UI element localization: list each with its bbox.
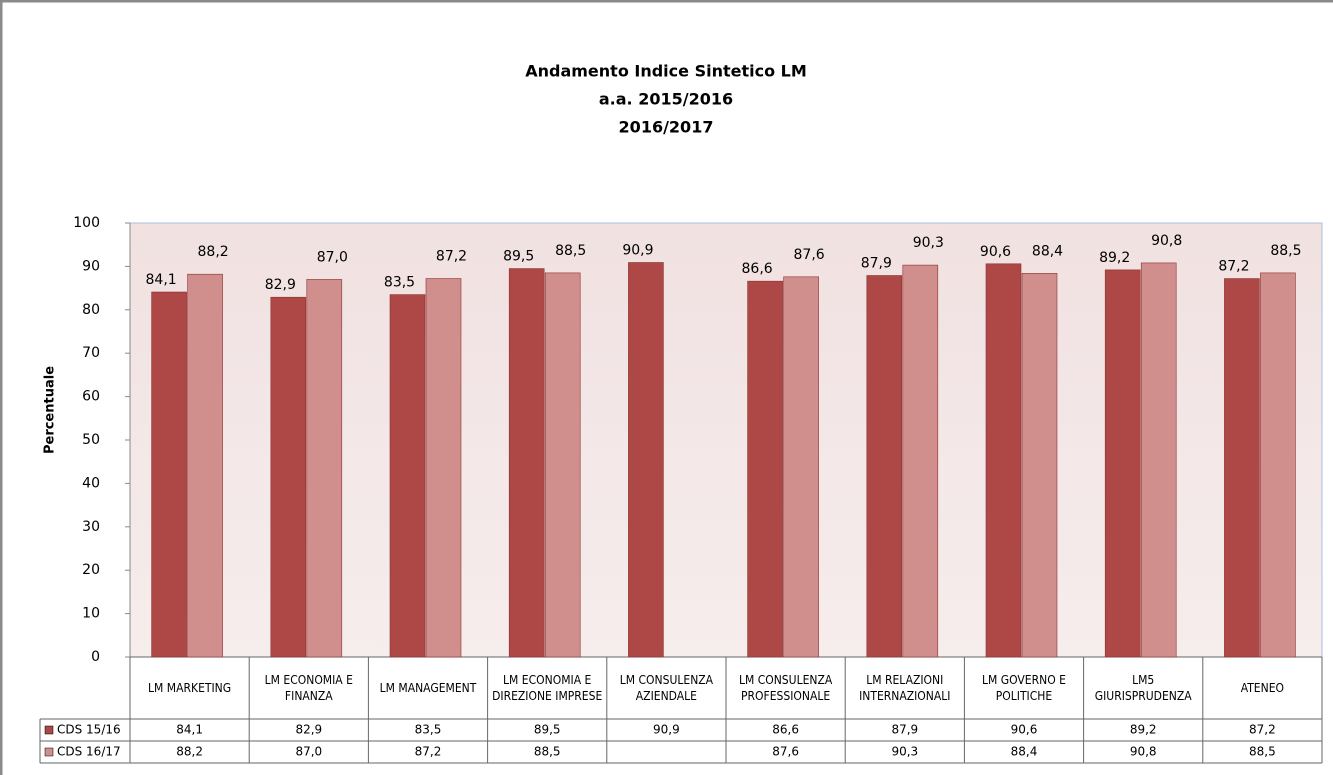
chart-title: Andamento Indice Sintetico LM bbox=[525, 62, 807, 81]
x-tick-label: LM5 GIURISPRUDENZA bbox=[1094, 673, 1192, 703]
bar bbox=[628, 262, 664, 658]
table-value: 83,5 bbox=[415, 723, 442, 737]
data-label: 82,9 bbox=[265, 277, 296, 293]
y-tick-label: 40 bbox=[82, 475, 100, 491]
table-value: 89,2 bbox=[1130, 723, 1157, 737]
x-tick-label: LM MANAGEMENT bbox=[379, 681, 477, 695]
y-tick-label: 80 bbox=[82, 302, 100, 318]
category-cell: LM ECONOMIA E FINANZA bbox=[264, 673, 353, 703]
legend-label: CDS 15/16 bbox=[57, 723, 121, 737]
data-label: 90,3 bbox=[913, 235, 944, 251]
x-tick-label: LM ECONOMIA E FINANZA bbox=[264, 673, 353, 703]
bar bbox=[783, 276, 819, 658]
table-value: 87,2 bbox=[1249, 723, 1276, 737]
y-tick-label: 30 bbox=[82, 519, 100, 535]
category-cell: LM MANAGEMENT bbox=[379, 681, 477, 695]
table-value: 87,0 bbox=[295, 745, 322, 759]
category-cell: LM RELAZIONI INTERNAZIONALI bbox=[859, 673, 951, 703]
bar bbox=[1260, 272, 1296, 658]
bar bbox=[1021, 273, 1058, 658]
y-tick-label: 0 bbox=[91, 649, 100, 665]
table-value: 89,5 bbox=[534, 723, 561, 737]
table-value: 90,8 bbox=[1130, 745, 1157, 759]
data-label: 83,5 bbox=[384, 275, 415, 291]
bar bbox=[985, 263, 1022, 658]
y-tick-label: 60 bbox=[82, 389, 100, 405]
bar bbox=[425, 278, 462, 658]
bar bbox=[306, 279, 343, 658]
y-axis-label: Percentuale bbox=[43, 366, 58, 454]
data-label: 90,6 bbox=[980, 244, 1011, 260]
x-tick-label: LM CONSULENZA PROFESSIONALE bbox=[738, 673, 833, 703]
legend-swatch bbox=[44, 725, 54, 735]
bar bbox=[747, 280, 783, 658]
table-value: 87,9 bbox=[891, 723, 918, 737]
data-label: 87,0 bbox=[317, 249, 348, 265]
data-label: 88,5 bbox=[1270, 243, 1301, 259]
y-tick-label: 20 bbox=[82, 562, 100, 578]
category-cell: LM5 GIURISPRUDENZA bbox=[1094, 673, 1192, 703]
category-cell: LM CONSULENZA PROFESSIONALE bbox=[738, 673, 833, 703]
category-cell: ATENEO bbox=[1240, 681, 1285, 695]
table-value: 82,9 bbox=[295, 723, 322, 737]
data-label: 87,2 bbox=[1218, 259, 1249, 275]
x-tick-label: LM GOVERNO E POLITICHE bbox=[982, 673, 1066, 703]
data-label: 90,8 bbox=[1151, 233, 1182, 249]
bar bbox=[508, 268, 545, 658]
legend-swatch bbox=[44, 747, 54, 757]
bar bbox=[902, 264, 939, 658]
table-value: 88,4 bbox=[1011, 745, 1038, 759]
table-value: 90,6 bbox=[1011, 723, 1038, 737]
table-value: 90,9 bbox=[653, 723, 680, 737]
category-cell: LM CONSULENZA AZIENDALE bbox=[619, 673, 714, 703]
bar bbox=[270, 296, 307, 658]
category-cell: LM ECONOMIA E DIREZIONE IMPRESE bbox=[492, 673, 603, 703]
bar bbox=[544, 272, 581, 658]
bar bbox=[866, 275, 903, 658]
bar bbox=[187, 273, 223, 658]
data-label: 87,9 bbox=[861, 256, 892, 272]
data-label: 87,6 bbox=[794, 247, 825, 263]
data-label: 86,6 bbox=[742, 261, 773, 277]
y-tick-label: 90 bbox=[82, 258, 100, 274]
data-label: 84,1 bbox=[146, 272, 177, 288]
bar bbox=[389, 294, 426, 658]
y-tick-label: 70 bbox=[82, 345, 100, 361]
table-value: 84,1 bbox=[176, 723, 203, 737]
bar bbox=[1104, 269, 1141, 658]
bar bbox=[1140, 262, 1177, 658]
table-value: 88,5 bbox=[1249, 745, 1276, 759]
chart-title: a.a. 2015/2016 bbox=[599, 90, 733, 109]
y-tick-label: 50 bbox=[82, 432, 100, 448]
data-label: 88,2 bbox=[198, 244, 229, 260]
chart-title: 2016/2017 bbox=[619, 118, 714, 137]
category-cell: LM MARKETING bbox=[148, 681, 232, 695]
category-cell: LM GOVERNO E POLITICHE bbox=[982, 673, 1066, 703]
y-tick-label: 10 bbox=[82, 606, 100, 622]
table-value: 87,6 bbox=[772, 745, 799, 759]
table-value: 90,3 bbox=[891, 745, 918, 759]
x-tick-label: LM RELAZIONI INTERNAZIONALI bbox=[859, 673, 951, 703]
data-label: 90,9 bbox=[622, 242, 653, 258]
data-label: 88,4 bbox=[1032, 243, 1063, 259]
x-tick-label: LM ECONOMIA E DIREZIONE IMPRESE bbox=[492, 673, 603, 703]
data-label: 87,2 bbox=[436, 249, 467, 265]
data-label: 88,5 bbox=[555, 243, 586, 259]
y-tick-label: 100 bbox=[73, 215, 100, 231]
table-value: 86,6 bbox=[772, 723, 799, 737]
bar bbox=[151, 291, 187, 658]
table-value: 88,5 bbox=[534, 745, 561, 759]
x-tick-label: LM MARKETING bbox=[148, 681, 232, 695]
legend-label: CDS 16/17 bbox=[57, 745, 121, 759]
table-value: 88,2 bbox=[176, 745, 203, 759]
table-value: 87,2 bbox=[415, 745, 442, 759]
data-label: 89,5 bbox=[503, 249, 534, 265]
x-tick-label: ATENEO bbox=[1240, 681, 1285, 695]
bar bbox=[1224, 278, 1260, 658]
x-tick-label: LM CONSULENZA AZIENDALE bbox=[619, 673, 714, 703]
data-label: 89,2 bbox=[1099, 250, 1130, 266]
